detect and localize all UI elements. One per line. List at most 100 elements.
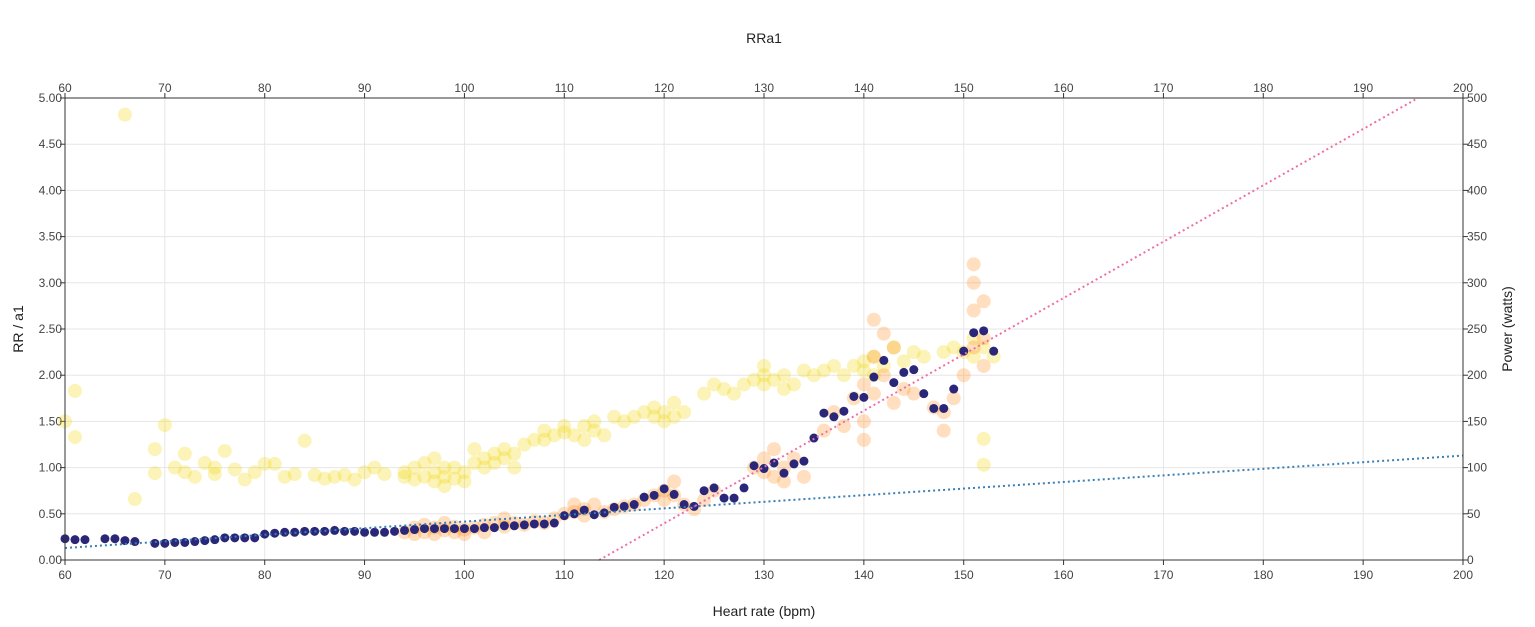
y-right-tick-label: 350 <box>1467 230 1487 244</box>
a1-point <box>799 456 809 466</box>
power-point <box>836 419 851 434</box>
a1-point <box>190 537 200 547</box>
rr-point <box>537 432 552 447</box>
rr-point <box>257 456 272 471</box>
rr-point <box>507 446 522 461</box>
x-bottom-tick-label: 200 <box>1453 568 1473 582</box>
rr-point <box>67 383 82 398</box>
a1-point <box>839 406 849 416</box>
a1-point <box>100 534 110 544</box>
a1-point <box>659 484 669 494</box>
rr-point <box>836 368 851 383</box>
rr-point <box>896 354 911 369</box>
a1-point <box>789 459 799 469</box>
a1-point <box>380 527 390 537</box>
rr-point <box>557 419 572 434</box>
power-point <box>657 492 672 507</box>
rr-point <box>347 472 362 487</box>
a1-point <box>889 378 899 388</box>
a1-point <box>629 500 639 510</box>
rr-point <box>856 363 871 378</box>
rr-point <box>577 419 592 434</box>
power-point <box>966 275 981 290</box>
a1-point <box>909 365 919 375</box>
power-point <box>796 469 811 484</box>
y-left-tick-label: 2.50 <box>39 322 63 336</box>
rr-point <box>717 382 732 397</box>
y-axis-title: RR / a1 <box>10 305 26 353</box>
a1-point <box>160 538 170 548</box>
x-top-tick-label: 140 <box>854 81 874 95</box>
power-point <box>866 349 881 364</box>
a1-point <box>579 505 589 515</box>
rr-point <box>757 368 771 383</box>
power-point <box>816 423 831 438</box>
power-point <box>886 395 901 410</box>
rr-point <box>147 466 162 481</box>
rr-point <box>487 446 502 461</box>
a1-point <box>749 461 759 471</box>
a1-point <box>400 525 410 535</box>
rr-point <box>976 431 991 446</box>
axes: 60 60 70 70 80 80 90 90 100 100 110 110 120 120 130 130… <box>39 81 1488 582</box>
rr-point <box>217 443 232 458</box>
a1-point <box>529 519 539 529</box>
rr-point <box>617 414 632 429</box>
rr-point <box>747 372 762 387</box>
y-left-tick-label: 3.00 <box>39 276 63 290</box>
rr-point <box>946 340 961 355</box>
a1-point <box>939 403 949 413</box>
a1-point <box>519 520 529 530</box>
x-bottom-tick-label: 90 <box>358 568 372 582</box>
rr-point <box>757 358 771 373</box>
x-bottom-tick-label: 120 <box>654 568 674 582</box>
rr-point <box>67 430 82 445</box>
rr-point <box>727 386 742 401</box>
y-right-tick-label: 450 <box>1467 137 1487 151</box>
rr-point <box>167 460 182 475</box>
y-left-tick-label: 2.00 <box>39 368 63 382</box>
a1-point <box>110 534 120 544</box>
rr-point <box>267 456 282 471</box>
a1-point <box>919 389 929 399</box>
a1-point <box>739 483 749 493</box>
rr-point <box>407 460 422 475</box>
power-point <box>886 340 901 355</box>
a1-point <box>849 391 859 401</box>
power-point <box>896 382 911 397</box>
y-left-tick-label: 4.00 <box>39 183 63 197</box>
rr-point <box>657 414 672 429</box>
a1-point <box>669 489 679 499</box>
rr-point <box>497 442 512 457</box>
a1-point <box>439 524 449 534</box>
rr-point <box>816 363 831 378</box>
rr-point <box>417 455 432 470</box>
x-top-tick-label: 80 <box>258 81 272 95</box>
x-axis-title: Heart rate (bpm) <box>713 603 816 619</box>
rr-point <box>497 451 512 466</box>
a1-point <box>779 468 789 478</box>
a1-point <box>489 523 499 533</box>
rr-point <box>667 395 682 410</box>
rr-point <box>237 472 252 487</box>
y-right-tick-label: 0 <box>1467 553 1474 567</box>
a1-point <box>410 525 419 535</box>
a1-point <box>589 510 599 520</box>
rr-point <box>507 460 522 475</box>
a1-point <box>869 372 879 382</box>
y-right-tick-label: 400 <box>1467 183 1487 197</box>
y-left-tick-label: 1.50 <box>39 414 63 428</box>
rr-point <box>247 465 262 480</box>
x-bottom-tick-label: 170 <box>1153 568 1173 582</box>
y-right-tick-label: 50 <box>1467 507 1481 521</box>
power-point <box>766 469 781 484</box>
a1-point <box>170 537 180 547</box>
rr-point <box>337 467 352 482</box>
rr-point <box>786 377 801 392</box>
power-point <box>906 386 921 401</box>
a1-point <box>210 535 220 545</box>
rr-point-series <box>58 107 1001 507</box>
power-point <box>936 423 951 438</box>
